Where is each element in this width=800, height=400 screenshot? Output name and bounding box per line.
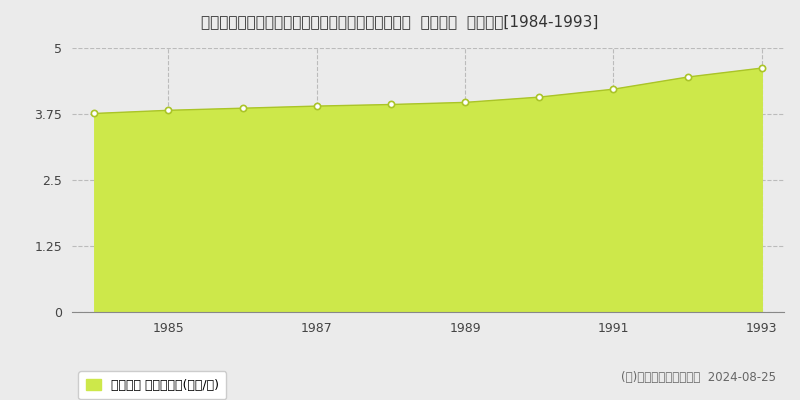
Legend: 地価公示 平均坪単価(万円/坪): 地価公示 平均坪単価(万円/坪) [78, 371, 226, 399]
Text: (Ｃ)土地価格ドットコム  2024-08-25: (Ｃ)土地価格ドットコム 2024-08-25 [621, 371, 776, 384]
Text: 福島県会津若松市町北町大字藤室字藤室４Ｏ３番外  地価公示  地価推移[1984-1993]: 福島県会津若松市町北町大字藤室字藤室４Ｏ３番外 地価公示 地価推移[1984-1… [202, 14, 598, 29]
